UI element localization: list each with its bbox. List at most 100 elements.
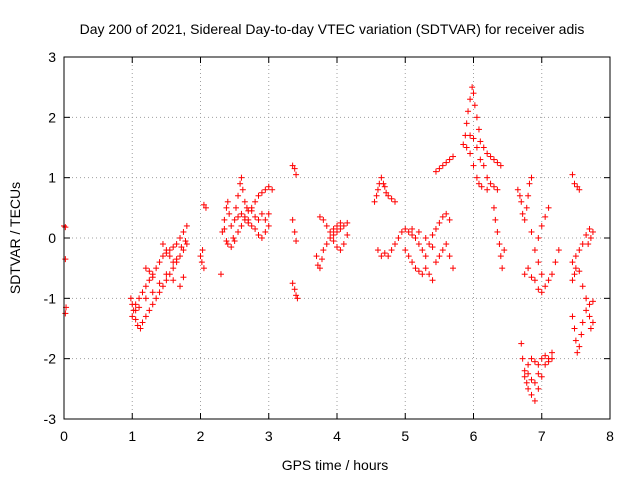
data-point <box>542 361 549 368</box>
data-point <box>523 204 530 211</box>
data-point <box>585 241 592 248</box>
data-point <box>323 241 330 248</box>
data-point <box>223 204 230 211</box>
data-point <box>238 210 245 217</box>
data-point <box>446 216 453 223</box>
data-point <box>238 174 245 181</box>
x-tick-label: 2 <box>197 428 205 444</box>
data-point <box>589 228 596 235</box>
data-point <box>334 222 340 229</box>
data-point <box>586 313 593 320</box>
data-point <box>542 283 549 290</box>
data-point <box>293 238 300 245</box>
data-point <box>252 225 259 232</box>
data-point <box>519 210 526 217</box>
data-point <box>531 397 538 404</box>
data-point <box>484 150 491 157</box>
data-point <box>586 225 593 232</box>
data-point <box>429 244 436 251</box>
data-point <box>422 265 429 272</box>
data-point <box>535 286 542 293</box>
y-tick-label: -3 <box>44 411 57 427</box>
data-point <box>542 352 549 359</box>
data-point <box>224 198 231 205</box>
data-point <box>146 307 153 314</box>
data-point <box>583 307 590 314</box>
data-point <box>548 271 555 278</box>
data-point <box>402 225 409 232</box>
data-point <box>419 247 426 254</box>
data-point <box>344 219 351 226</box>
data-point <box>334 228 340 235</box>
data-point <box>484 186 491 193</box>
data-point <box>521 216 528 223</box>
data-point <box>528 274 535 281</box>
data-point <box>219 228 226 235</box>
data-point <box>388 247 395 254</box>
data-point <box>470 135 477 142</box>
data-point <box>385 192 392 199</box>
data-point <box>469 84 476 91</box>
data-point <box>340 241 347 248</box>
data-point <box>531 247 538 254</box>
data-point <box>129 313 136 320</box>
x-axis-ticks: 0 1 2 3 4 5 6 7 8 <box>60 57 614 444</box>
y-tick-label: -2 <box>44 351 57 367</box>
data-point <box>571 271 578 278</box>
data-point <box>470 162 477 169</box>
data-point <box>180 228 187 235</box>
data-point <box>470 90 477 97</box>
data-point <box>552 259 559 266</box>
data-point <box>589 319 596 326</box>
data-point <box>572 337 579 344</box>
data-point <box>337 225 344 232</box>
data-point <box>265 222 272 229</box>
data-point <box>320 247 327 254</box>
data-point <box>269 186 276 193</box>
data-point <box>426 271 433 278</box>
data-point <box>258 235 265 241</box>
data-point <box>230 235 237 241</box>
data-point <box>480 162 487 169</box>
data-point <box>166 253 173 260</box>
data-point <box>132 301 139 308</box>
data-point <box>183 222 190 229</box>
data-point <box>542 213 549 220</box>
data-point <box>409 231 416 238</box>
data-point <box>579 241 586 248</box>
data-point <box>173 256 180 263</box>
data-point <box>538 289 545 296</box>
data-point <box>583 295 590 302</box>
data-point <box>531 379 538 386</box>
y-tick-label: 2 <box>48 109 56 125</box>
data-point <box>291 228 298 235</box>
data-point <box>235 192 242 199</box>
data-point <box>538 355 545 362</box>
data-point <box>528 355 535 362</box>
data-point <box>199 247 206 254</box>
data-point <box>439 247 446 254</box>
data-point <box>392 198 399 205</box>
data-point <box>587 325 594 332</box>
data-point <box>293 292 300 299</box>
data-point <box>538 271 545 278</box>
data-point <box>178 244 185 251</box>
data-point <box>146 277 153 284</box>
data-point <box>572 253 579 260</box>
data-point <box>477 138 484 145</box>
data-point <box>252 213 259 220</box>
data-point <box>492 216 499 223</box>
data-point <box>142 265 149 272</box>
data-point <box>371 198 378 205</box>
data-point <box>487 153 494 160</box>
data-point <box>255 231 262 238</box>
data-point <box>344 231 351 238</box>
data-point <box>62 256 69 263</box>
data-point <box>228 222 235 229</box>
data-point <box>516 192 523 199</box>
data-point <box>569 171 576 178</box>
data-point <box>545 358 552 365</box>
data-point <box>463 144 470 151</box>
data-point <box>224 241 231 248</box>
data-point <box>320 216 327 223</box>
